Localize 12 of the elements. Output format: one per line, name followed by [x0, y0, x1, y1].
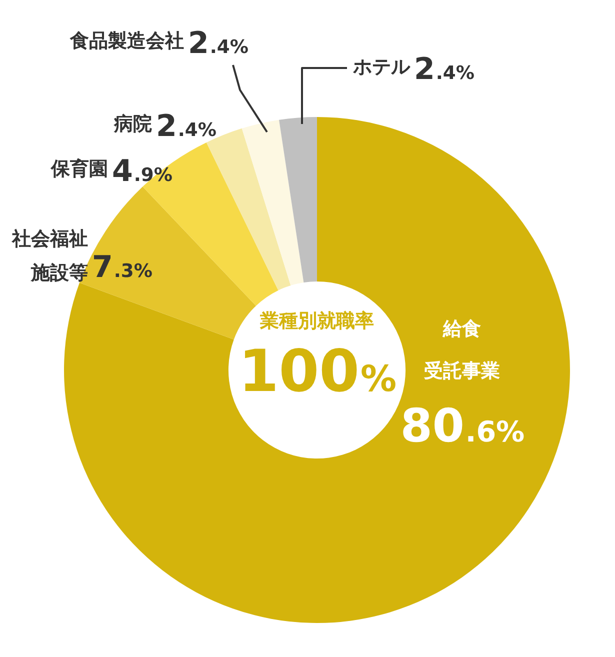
slice-label: 食品製造会社 [69, 30, 184, 52]
data-label: 2.4% [414, 52, 475, 87]
slice-label: 病院 [113, 112, 152, 135]
data-label: 7.3% [92, 250, 153, 285]
slice-label: ホテル [352, 56, 411, 78]
text: 業種別就職率 [259, 310, 374, 332]
data-label: 2.4% [156, 108, 217, 144]
data-label: 2.4% [188, 26, 249, 61]
data-label: 80.6% [400, 398, 525, 453]
text: 100% [238, 336, 397, 405]
slice-label: 給食受託事業 [424, 318, 500, 382]
slice-label: 保育園 [50, 158, 108, 180]
